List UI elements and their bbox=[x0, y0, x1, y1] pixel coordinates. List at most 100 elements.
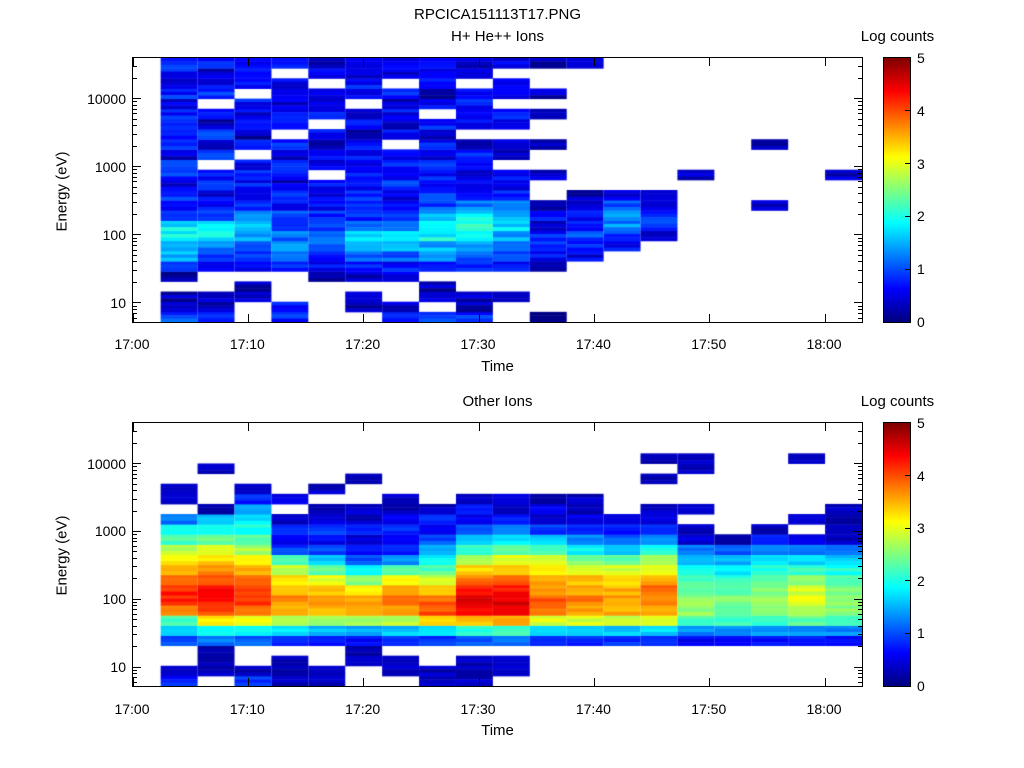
colorbar-tick-mark bbox=[905, 527, 910, 529]
y-tick-mark bbox=[858, 125, 862, 127]
x-tick-label: 17:00 bbox=[114, 336, 150, 352]
y-tick-mark bbox=[858, 201, 862, 203]
y-tick-mark bbox=[133, 309, 137, 311]
x-tick-mark bbox=[132, 58, 134, 66]
x-tick-mark bbox=[824, 314, 826, 322]
y-tick-mark bbox=[133, 302, 141, 304]
y-tick-mark bbox=[858, 510, 862, 512]
y-tick-mark bbox=[858, 483, 862, 485]
y-tick-mark bbox=[858, 249, 862, 251]
y-tick-mark bbox=[133, 541, 137, 543]
y-tick-mark bbox=[858, 181, 862, 183]
y-tick-mark bbox=[858, 534, 862, 536]
y-tick-mark bbox=[133, 469, 137, 471]
colorbar-tick-label: 3 bbox=[917, 520, 925, 537]
y-tick-mark bbox=[854, 666, 862, 668]
y-tick-mark bbox=[133, 193, 137, 195]
y-tick-mark bbox=[133, 186, 137, 188]
y-tick-mark bbox=[858, 172, 862, 174]
x-tick-mark bbox=[363, 678, 365, 686]
y-tick-mark bbox=[133, 237, 137, 239]
y-tick-mark bbox=[133, 673, 137, 675]
other-ions-spectrogram-canvas bbox=[133, 423, 862, 686]
panel-title-other-ions: Other Ions bbox=[462, 393, 533, 410]
y-tick-mark bbox=[133, 125, 137, 127]
y-tick-mark bbox=[133, 551, 137, 553]
y-tick-mark bbox=[858, 113, 862, 115]
y-tick-mark bbox=[133, 613, 137, 615]
y-tick-mark bbox=[133, 113, 137, 115]
y-tick-mark bbox=[858, 646, 862, 648]
y-tick-mark bbox=[858, 281, 862, 283]
x-tick-mark bbox=[709, 314, 711, 322]
y-tick-mark bbox=[858, 65, 862, 67]
y-tick-mark bbox=[854, 598, 862, 600]
y-tick-mark bbox=[133, 104, 137, 106]
y-tick-mark bbox=[133, 619, 137, 621]
x-tick-mark bbox=[709, 678, 711, 686]
y-tick-mark bbox=[133, 254, 137, 256]
y-tick-mark bbox=[854, 302, 862, 304]
y-tick-mark bbox=[858, 609, 862, 611]
y-tick-mark bbox=[133, 261, 137, 263]
y-tick-mark bbox=[133, 605, 137, 607]
x-tick-mark bbox=[478, 678, 480, 686]
y-tick-label: 100 bbox=[102, 591, 126, 608]
y-tick-mark bbox=[858, 104, 862, 106]
y-tick-mark bbox=[854, 166, 862, 168]
y-tick-mark bbox=[133, 463, 141, 465]
y-tick-mark bbox=[133, 145, 137, 147]
y-tick-mark bbox=[133, 98, 141, 100]
y-tick-mark bbox=[133, 677, 137, 679]
y-tick-mark bbox=[133, 473, 137, 475]
y-tick-mark bbox=[133, 442, 137, 444]
y-tick-mark bbox=[858, 176, 862, 178]
y-tick-mark bbox=[133, 133, 137, 135]
y-tick-mark bbox=[133, 166, 141, 168]
colorbar-tick-mark bbox=[905, 632, 910, 634]
x-tick-label: 17:50 bbox=[691, 336, 727, 352]
x-tick-label: 17:20 bbox=[345, 336, 381, 352]
colorbar-tick-mark bbox=[905, 580, 910, 582]
y-tick-label: 10 bbox=[110, 659, 126, 676]
y-tick-mark bbox=[133, 305, 137, 307]
y-tick-mark bbox=[133, 634, 137, 636]
colorbar-tick-label: 1 bbox=[917, 625, 925, 642]
y-tick-mark bbox=[133, 65, 137, 67]
y-tick-mark bbox=[858, 244, 862, 246]
y-tick-mark bbox=[854, 234, 862, 236]
y-tick-mark bbox=[133, 176, 137, 178]
x-tick-mark bbox=[593, 678, 595, 686]
x-tick-label: 17:00 bbox=[114, 701, 150, 717]
x-tick-label: 17:10 bbox=[229, 336, 265, 352]
y-tick-mark bbox=[858, 677, 862, 679]
x-tick-mark bbox=[709, 423, 711, 431]
y-tick-mark bbox=[858, 578, 862, 580]
y-tick-mark bbox=[858, 305, 862, 307]
y-tick-mark bbox=[858, 466, 862, 468]
y-tick-mark bbox=[858, 186, 862, 188]
colorbar-tick-mark bbox=[905, 475, 910, 477]
y-tick-mark bbox=[133, 530, 141, 532]
colorbar-label-bottom: Log counts bbox=[860, 393, 935, 410]
colorbar-tick-label: 4 bbox=[917, 102, 925, 119]
y-tick-mark bbox=[133, 466, 137, 468]
panel-title-hplus-heplus: H+ He++ Ions bbox=[451, 28, 544, 45]
colorbar-gradient-canvas-bottom bbox=[884, 423, 910, 686]
colorbar-top bbox=[883, 57, 911, 323]
y-tick-mark bbox=[133, 234, 141, 236]
y-tick-mark bbox=[854, 463, 862, 465]
y-tick-mark bbox=[858, 312, 862, 314]
x-tick-mark bbox=[824, 58, 826, 66]
y-tick-mark bbox=[133, 213, 137, 215]
x-tick-label: 17:20 bbox=[345, 701, 381, 717]
y-tick-mark bbox=[858, 634, 862, 636]
y-tick-mark bbox=[858, 490, 862, 492]
y-tick-mark bbox=[858, 108, 862, 110]
y-tick-mark bbox=[854, 530, 862, 532]
y-tick-mark bbox=[858, 213, 862, 215]
x-tick-mark bbox=[363, 314, 365, 322]
y-tick-mark bbox=[858, 169, 862, 171]
x-tick-mark bbox=[247, 423, 249, 431]
